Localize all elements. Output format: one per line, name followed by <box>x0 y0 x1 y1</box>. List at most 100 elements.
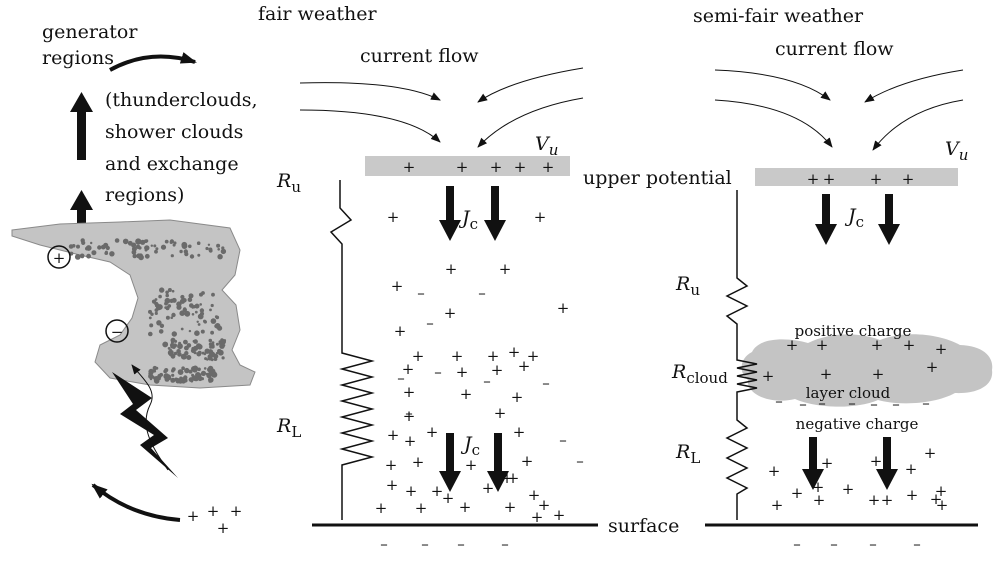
plus-charge-symbol: + <box>412 453 425 471</box>
plus-charge-symbol: + <box>553 506 566 524</box>
fair-weather-current-flow-label: current flow <box>360 45 479 67</box>
plus-charge-symbol: + <box>821 454 834 472</box>
plus-charge-symbol: + <box>187 507 200 525</box>
plus-charge-symbol: + <box>456 158 469 176</box>
plus-charge-symbol: + <box>217 519 230 537</box>
plus-charge-symbol: + <box>387 426 400 444</box>
plus-charge-symbol: + <box>456 363 469 381</box>
plus-charge-symbol: + <box>905 460 918 478</box>
plus-charge-symbol: + <box>518 357 531 375</box>
plus-charge-symbol: + <box>385 456 398 474</box>
plus-charge-symbol: + <box>412 347 425 365</box>
plus-charge-symbol: + <box>521 452 534 470</box>
plus-charge-symbol: + <box>514 158 527 176</box>
plus-charge-symbol: + <box>771 496 784 514</box>
plus-charge-symbol: + <box>842 480 855 498</box>
semi-current-flow-arrows <box>714 69 964 151</box>
minus-charge-symbol: – <box>380 535 388 553</box>
cloud-negative-marker: − <box>105 319 129 343</box>
semi-lower-current-arrows <box>802 437 898 490</box>
plus-charge-symbol: + <box>490 158 503 176</box>
generator-note-line4: regions) <box>105 184 184 206</box>
plus-charge-symbol: + <box>431 482 444 500</box>
fair-current-flow-arrows <box>299 67 584 148</box>
precipitation-shading <box>68 238 227 384</box>
plus-charge-symbol: + <box>870 452 883 470</box>
generator-top-curved-arrow <box>109 52 197 72</box>
plus-charge-symbol: + <box>881 491 894 509</box>
plus-charge-symbol: + <box>403 383 416 401</box>
plus-charge-symbol: + <box>926 358 939 376</box>
semi-upper-potential-plate <box>755 168 958 186</box>
plus-charge-symbol: + <box>504 498 517 516</box>
plus-charge-symbol: + <box>527 347 540 365</box>
plus-charge-symbol: + <box>444 304 457 322</box>
plus-charge-symbol: + <box>823 170 836 188</box>
minus-charge-symbol: – <box>457 535 465 553</box>
minus-charge-symbol: – <box>869 535 877 553</box>
plus-charge-symbol: + <box>508 343 521 361</box>
fair-weather-panel: fair weather current flow Vu Ru RL Jc Jc <box>258 3 598 527</box>
minus-charge-symbol: – <box>542 374 550 392</box>
plus-charge-symbol: + <box>768 462 781 480</box>
plus-charge-symbol: + <box>501 469 514 487</box>
fair-upper-potential-plate <box>365 156 570 176</box>
plus-charge-symbol: + <box>557 299 570 317</box>
thundercloud-shape <box>11 219 256 389</box>
minus-charge-symbol: – <box>426 314 434 332</box>
return-current-curved-arrow <box>91 483 181 522</box>
plus-charge-symbol: + <box>935 340 948 358</box>
plus-charge-symbol: + <box>816 336 829 354</box>
generator-panel: generator regions (thunderclouds, shower… <box>11 21 258 522</box>
semi-current-arrows <box>815 194 900 245</box>
plus-charge-symbol: + <box>534 208 547 226</box>
plus-charge-symbol: + <box>491 361 504 379</box>
minus-charge-symbol: – <box>405 404 413 422</box>
fair-r-lower-label: RL <box>276 415 301 441</box>
charge-symbols: + ++++ + + + ++ ++ ++ – –+ ++ –+ + + + ++– – + + ++– –+ ++– ++… <box>187 158 949 553</box>
plus-charge-symbol: + <box>871 336 884 354</box>
plus-charge-symbol: + <box>513 423 526 441</box>
minus-charge-symbol: – <box>922 394 930 412</box>
cloud-positive-marker: + <box>47 245 71 269</box>
minus-charge-symbol: – <box>576 452 584 470</box>
plus-charge-symbol: + <box>812 478 825 496</box>
minus-charge-symbol: – <box>830 535 838 553</box>
plus-charge-symbol: + <box>930 490 943 508</box>
plus-charge-symbol: + <box>786 336 799 354</box>
wavy-current-arrow <box>131 364 169 471</box>
fair-upper-current-arrows <box>439 186 506 241</box>
cloud-plus-symbol: + <box>53 249 66 267</box>
minus-charge-symbol: – <box>559 431 567 449</box>
plus-charge-symbol: + <box>459 498 472 516</box>
minus-charge-symbol: – <box>913 535 921 553</box>
surface-label: surface <box>608 515 679 537</box>
minus-charge-symbol: – <box>870 395 878 413</box>
minus-charge-symbol: – <box>483 372 491 390</box>
semi-upper-voltage-label: Vu <box>945 138 968 164</box>
fair-current-density-upper-label: Jc <box>458 207 478 233</box>
plus-charge-symbol: + <box>872 365 885 383</box>
fair-weather-title: fair weather <box>258 3 378 25</box>
plus-charge-symbol: + <box>868 491 881 509</box>
negative-charge-label: negative charge <box>796 415 919 433</box>
plus-charge-symbol: + <box>906 486 919 504</box>
minus-charge-symbol: – <box>501 535 509 553</box>
semi-resistor-wire <box>725 190 758 520</box>
plus-charge-symbol: + <box>538 496 551 514</box>
minus-charge-symbol: – <box>818 394 826 412</box>
fair-r-upper-label: Ru <box>276 170 301 196</box>
generator-title-line1: generator <box>42 21 138 43</box>
lightning-bolt-icon <box>112 372 178 478</box>
plus-charge-symbol: + <box>870 170 883 188</box>
plus-charge-symbol: + <box>903 336 916 354</box>
plus-charge-symbol: + <box>451 347 464 365</box>
plus-charge-symbol: + <box>426 423 439 441</box>
semi-fair-weather-panel: semi-fair weather current flow Vu Jc pos… <box>671 5 993 527</box>
plus-charge-symbol: + <box>460 385 473 403</box>
plus-charge-symbol: + <box>820 365 833 383</box>
semi-r-upper-label: Ru <box>675 273 700 299</box>
plus-charge-symbol: + <box>494 404 507 422</box>
